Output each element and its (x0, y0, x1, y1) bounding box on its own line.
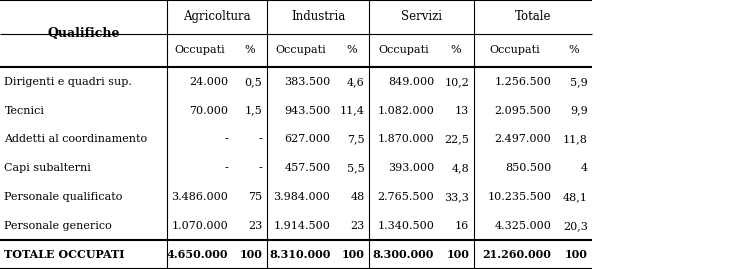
Text: Totale: Totale (515, 10, 551, 23)
Text: 2.765.500: 2.765.500 (377, 192, 434, 202)
Text: Tecnici: Tecnici (4, 105, 45, 115)
Text: Servizi: Servizi (401, 10, 442, 23)
Text: 10,2: 10,2 (444, 77, 469, 87)
Text: 1.082.000: 1.082.000 (377, 105, 434, 115)
Text: 70.000: 70.000 (189, 105, 228, 115)
Text: 3.486.000: 3.486.000 (171, 192, 228, 202)
Text: 13: 13 (455, 105, 469, 115)
Text: 1.340.500: 1.340.500 (377, 221, 434, 231)
Text: 393.000: 393.000 (388, 163, 434, 173)
Text: 21.260.000: 21.260.000 (482, 249, 551, 260)
Text: -: - (259, 134, 262, 144)
Text: -: - (259, 163, 262, 173)
Text: %: % (451, 45, 461, 55)
Text: 850.500: 850.500 (505, 163, 551, 173)
Text: 75: 75 (249, 192, 262, 202)
Text: Personale qualificato: Personale qualificato (4, 192, 123, 202)
Text: 1.914.500: 1.914.500 (273, 221, 330, 231)
Text: TOTALE OCCUPATI: TOTALE OCCUPATI (4, 249, 125, 260)
Text: 4,8: 4,8 (452, 163, 469, 173)
Text: 4.650.000: 4.650.000 (167, 249, 228, 260)
Text: 1.870.000: 1.870.000 (377, 134, 434, 144)
Text: Addetti al coordinamento: Addetti al coordinamento (4, 134, 148, 144)
Text: Occupati: Occupati (379, 45, 429, 55)
Text: Occupati: Occupati (489, 45, 540, 55)
Text: Occupati: Occupati (174, 45, 225, 55)
Text: Occupati: Occupati (276, 45, 326, 55)
Text: 100: 100 (240, 249, 262, 260)
Text: 11,8: 11,8 (563, 134, 588, 144)
Text: 457.500: 457.500 (284, 163, 330, 173)
Text: Industria: Industria (291, 10, 345, 23)
Text: Qualifiche: Qualifiche (47, 27, 120, 40)
Text: 16: 16 (455, 221, 469, 231)
Text: %: % (244, 45, 255, 55)
Text: 22,5: 22,5 (444, 134, 469, 144)
Text: 33,3: 33,3 (444, 192, 469, 202)
Text: 2.095.500: 2.095.500 (494, 105, 551, 115)
Text: 2.497.000: 2.497.000 (494, 134, 551, 144)
Text: 48: 48 (351, 192, 365, 202)
Text: Personale generico: Personale generico (4, 221, 112, 231)
Text: 0,5: 0,5 (245, 77, 262, 87)
Text: -: - (224, 134, 228, 144)
Text: 5,9: 5,9 (570, 77, 588, 87)
Text: Dirigenti e quadri sup.: Dirigenti e quadri sup. (4, 77, 132, 87)
Text: 849.000: 849.000 (388, 77, 434, 87)
Text: 23: 23 (249, 221, 262, 231)
Text: 383.500: 383.500 (284, 77, 330, 87)
Text: 23: 23 (351, 221, 365, 231)
Text: 9,9: 9,9 (570, 105, 588, 115)
Text: 1,5: 1,5 (245, 105, 262, 115)
Text: 100: 100 (342, 249, 365, 260)
Text: 627.000: 627.000 (284, 134, 330, 144)
Text: 4: 4 (580, 163, 588, 173)
Text: 10.235.500: 10.235.500 (487, 192, 551, 202)
Text: 11,4: 11,4 (340, 105, 365, 115)
Text: 7,5: 7,5 (347, 134, 365, 144)
Text: %: % (569, 45, 579, 55)
Text: 4.325.000: 4.325.000 (494, 221, 551, 231)
Text: 1.070.000: 1.070.000 (171, 221, 228, 231)
Text: 943.500: 943.500 (284, 105, 330, 115)
Text: %: % (346, 45, 357, 55)
Text: 8.310.000: 8.310.000 (269, 249, 330, 260)
Text: 3.984.000: 3.984.000 (273, 192, 330, 202)
Text: 20,3: 20,3 (563, 221, 588, 231)
Text: 4,6: 4,6 (347, 77, 365, 87)
Text: 100: 100 (447, 249, 469, 260)
Text: 5,5: 5,5 (347, 163, 365, 173)
Text: -: - (224, 163, 228, 173)
Text: 24.000: 24.000 (189, 77, 228, 87)
Text: Capi subalterni: Capi subalterni (4, 163, 91, 173)
Text: 48,1: 48,1 (563, 192, 588, 202)
Text: 8.300.000: 8.300.000 (373, 249, 434, 260)
Text: Agricoltura: Agricoltura (183, 10, 251, 23)
Text: 100: 100 (565, 249, 588, 260)
Text: 1.256.500: 1.256.500 (494, 77, 551, 87)
